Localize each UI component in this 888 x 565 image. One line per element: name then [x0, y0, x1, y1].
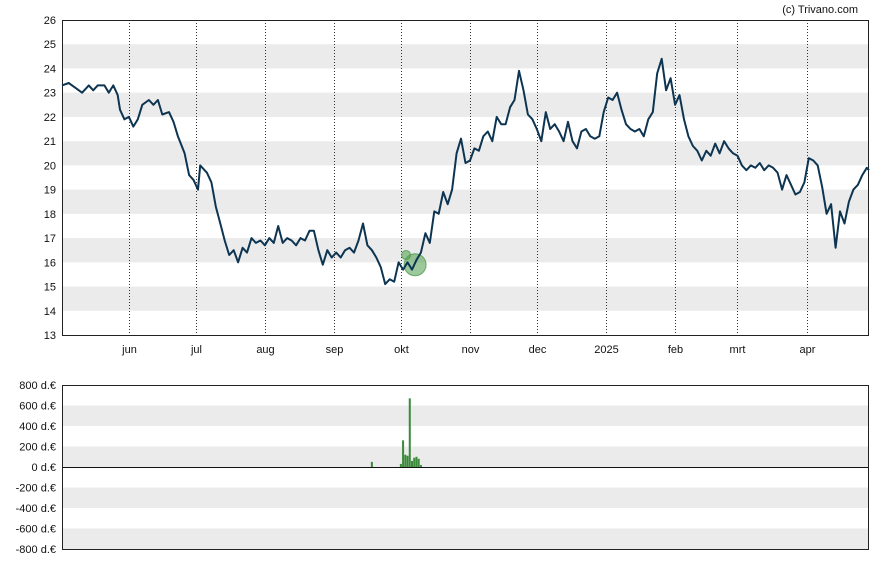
y-tick-label: 400 d.€	[19, 421, 56, 433]
plot-frame	[62, 20, 869, 336]
y-tick-label: 0 d.€	[32, 462, 56, 474]
x-tick-label: nov	[462, 344, 480, 356]
y-tick-label: 800 d.€	[19, 380, 56, 392]
x-tick-label: aug	[256, 344, 274, 356]
grid-band	[62, 286, 869, 311]
volume-bar	[410, 460, 413, 467]
y-tick-label: 200 d.€	[19, 442, 56, 454]
trade-marker	[401, 250, 412, 261]
volume-bar	[399, 463, 402, 467]
x-tick-label: sep	[326, 344, 344, 356]
y-tick-label: 23	[44, 88, 56, 100]
x-tick-label: jul	[190, 344, 202, 356]
y-tick-label: 22	[44, 112, 56, 124]
grid-band	[62, 238, 869, 263]
y-tick-label: 21	[44, 136, 56, 148]
grid-band	[62, 92, 869, 117]
volume-bar	[408, 398, 411, 467]
y-tick-label: -800 d.€	[16, 544, 56, 556]
x-tick-label: dec	[529, 344, 547, 356]
x-tick-label: apr	[800, 344, 816, 356]
y-tick-label: 16	[44, 257, 56, 269]
y-tick-label: 20	[44, 160, 56, 172]
y-tick-label: 18	[44, 209, 56, 221]
volume-bar	[419, 464, 422, 467]
x-tick-label: jun	[121, 344, 137, 356]
y-tick-label: 17	[44, 233, 56, 245]
volume-bar	[415, 456, 418, 467]
y-tick-label: 13	[44, 330, 56, 342]
y-tick-label: -200 d.€	[16, 483, 56, 495]
grid-band	[62, 528, 869, 549]
x-tick-label: feb	[668, 344, 683, 356]
plot-frame	[62, 385, 869, 550]
volume-bar	[404, 454, 407, 467]
volume-chart: 800 d.€ 600 d.€ 400 d.€ 200 d.€ 0 d.€ -200 d.…	[16, 380, 869, 556]
price-line	[61, 57, 870, 286]
volume-bar	[406, 455, 409, 467]
x-tick-label: okt	[394, 344, 409, 356]
y-tick-label: 15	[44, 282, 56, 294]
volume-bar	[417, 458, 420, 467]
y-tick-label: 24	[44, 63, 56, 75]
y-tick-label: 25	[44, 39, 56, 51]
y-tick-label: 600 d.€	[19, 401, 56, 413]
volume-bar	[413, 457, 416, 467]
grid-band	[62, 446, 869, 467]
grid-band	[62, 487, 869, 508]
x-tick-label: mrt	[730, 344, 746, 356]
x-tick-label: 2025	[594, 344, 618, 356]
y-tick-label: -400 d.€	[16, 503, 56, 515]
volume-bar	[402, 440, 405, 467]
y-tick-label: 19	[44, 185, 56, 197]
grid-band	[62, 189, 869, 214]
y-tick-label: 14	[44, 306, 56, 318]
credit-text: (c) Trivano.com	[782, 4, 858, 16]
grid-band	[62, 405, 869, 426]
grid-band	[62, 44, 869, 69]
y-tick-label: -600 d.€	[16, 524, 56, 536]
volume-bar	[370, 461, 373, 467]
y-tick-label: 26	[44, 15, 56, 27]
price-chart: jun jul aug sep okt nov dec 2025 feb mrt apr131415…	[44, 15, 870, 356]
